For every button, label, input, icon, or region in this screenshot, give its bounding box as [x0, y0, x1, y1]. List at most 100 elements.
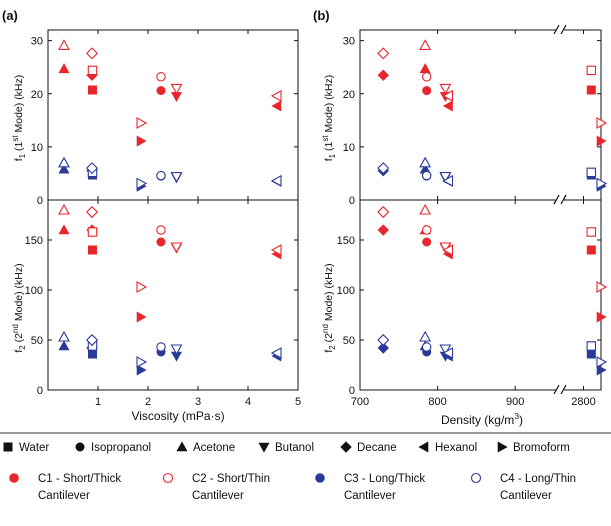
point-b-f2-c1-decane: [377, 224, 389, 236]
point-a-f2-c3-acetone: [58, 340, 70, 351]
legend-label-c3: C3 - Long/Thick: [344, 473, 425, 485]
point-b-f1-c2-decane: [377, 47, 390, 60]
point-a-f1-c2-water: [87, 65, 98, 76]
point-b-f2-c1-isopropanol: [422, 237, 432, 247]
point-a-f2-c2-water: [87, 227, 98, 237]
point-b-f1-c4-butanol: [439, 172, 452, 183]
point-a-f2-c2-bromoform: [136, 281, 148, 293]
point-b-f1-c2-isopropanol: [421, 72, 432, 82]
point-a-f1-c4-hexanol: [270, 174, 282, 187]
legend-marker-c3: [315, 473, 325, 483]
point-b-f2-c4-decane: [377, 334, 390, 347]
point-a-f2-c1-acetone: [58, 224, 70, 235]
legend-marker-acetone: [176, 441, 188, 452]
point-a-f1-c4-bromoform: [136, 177, 148, 190]
panel-a-f2-ytick-label: 100: [25, 285, 43, 297]
point-a-f1-c1-bromoform: [136, 135, 147, 147]
legend-label-c2: C2 - Short/Thin: [192, 473, 270, 485]
panel-a-x-axis-title: Viscosity (mPa·s): [131, 409, 224, 423]
legend-marker-decane: [340, 441, 352, 453]
point-a-f1-c2-acetone: [58, 39, 70, 50]
point-a-f2-c3-bromoform: [136, 364, 147, 376]
point-b-f2-c3-decane: [377, 342, 389, 354]
point-b-f2-c2-hexanol: [442, 244, 454, 256]
point-a-f1-c4-decane: [86, 162, 99, 175]
point-b-f1-c2-acetone: [419, 39, 432, 50]
point-b-f2-c2-water: [586, 227, 597, 237]
axis-break-mark: [553, 194, 560, 205]
legend-marker-water: [3, 442, 13, 452]
axis-break-mark: [560, 24, 567, 35]
point-b-f2-c3-bromoform: [596, 364, 607, 376]
point-a-f1-c1-isopropanol: [156, 86, 166, 96]
point-b-f2-c4-bromoform: [596, 356, 608, 368]
point-a-f1-c1-acetone: [58, 63, 70, 74]
point-a-f2-c4-acetone: [58, 330, 70, 342]
legend-label-c4: Cantilever: [500, 490, 552, 502]
panel-b-f1-ytick-label: 30: [343, 36, 355, 48]
panel-a-f1-ytick-label: 0: [37, 195, 43, 207]
point-b-f1-c4-bromoform: [596, 177, 608, 190]
point-b-f1-c4-acetone: [419, 156, 432, 168]
point-a-f1-c1-hexanol: [271, 100, 282, 112]
panel-a-xtick-label: 1: [95, 396, 101, 408]
point-a-f2-c2-acetone: [58, 203, 70, 215]
panel-a-f2-frame: [47, 199, 299, 391]
point-b-f1-c4-decane: [377, 162, 390, 175]
legend-marker-bromoform: [497, 441, 508, 453]
panel-a-f2-ytick-label: 150: [25, 235, 43, 247]
point-a-f1-c4-acetone: [58, 156, 70, 168]
point-b-f1-c2-water: [586, 65, 597, 76]
legend-marker-hexanol: [418, 441, 429, 453]
axis-break-gap: [556, 384, 565, 396]
legend-label-isopropanol: Isopropanol: [91, 442, 151, 454]
point-b-f2-c2-isopropanol: [421, 225, 432, 235]
legend-label-c1: C1 - Short/Thick: [38, 473, 121, 485]
point-b-f1-c1-hexanol: [442, 100, 453, 112]
panel-b-f2-ytick-label: 0: [349, 385, 355, 397]
point-a-f2-c4-hexanol: [270, 347, 282, 359]
point-b-f1-c4-water: [586, 167, 597, 178]
point-a-f1-c2-decane: [86, 47, 99, 60]
point-b-f1-c2-bromoform: [596, 116, 608, 129]
panel-b-f1-frame: [359, 29, 602, 201]
legend-marker-c2: [162, 472, 174, 484]
legend-label-c4: C4 - Long/Thin: [500, 473, 576, 485]
point-b-f2-c2-bromoform: [596, 281, 608, 293]
legend: Water Isopropanol Acetone Butanol Decane Hexa…: [3, 441, 576, 502]
panel-b-xtick-label: 2800: [571, 396, 595, 408]
panel-b-f2-ytick-label: 150: [337, 235, 355, 247]
panel-b-f1-ytick-label: 20: [343, 89, 355, 101]
point-a-f1-c4-butanol: [170, 172, 183, 183]
axis-break-mark: [553, 384, 560, 395]
panel-a-xtick-label: 4: [245, 396, 251, 408]
panel-a-f2-ytick-label: 0: [37, 385, 43, 397]
point-a-f2-c4-isopropanol: [156, 342, 166, 352]
legend-label-decane: Decane: [357, 442, 397, 454]
axis-break-gap: [556, 194, 565, 206]
point-a-f2-c4-decane: [86, 334, 99, 347]
point-b-f1-c1-bromoform: [596, 135, 607, 147]
panel-a-xtick-label: 2: [145, 396, 151, 408]
legend-label-acetone: Acetone: [193, 442, 235, 454]
point-a-f2-c2-isopropanol: [156, 225, 166, 235]
point-a-f1-c2-bromoform: [136, 116, 148, 129]
panel-b-xtick-label: 900: [506, 396, 524, 408]
panel-b-f2-frame: [359, 199, 602, 391]
legend-label-c2: Cantilever: [192, 490, 244, 502]
point-b-f2-c3-water: [586, 349, 596, 359]
legend-marker-butanol: [258, 442, 270, 453]
panel-b-xtick-label: 700: [351, 396, 369, 408]
point-b-f2-c4-butanol: [439, 344, 452, 356]
axis-break-mark: [553, 24, 560, 35]
point-a-f1-c1-water: [88, 85, 97, 95]
point-a-f2-c2-butanol: [170, 242, 183, 254]
point-b-f1-c2-butanol: [439, 83, 452, 95]
point-a-f2-c1-bromoform: [136, 311, 147, 323]
point-b-f1-c1-water: [586, 85, 596, 95]
panel-b-f1-axis-title: f1 (1st Mode) (kHz): [321, 75, 337, 162]
point-b-f1-c1-decane: [377, 69, 389, 81]
panel-a-plot-area: 0 10 20 30 0 50 100 150 1 2 3 4 5: [25, 29, 301, 408]
point-a-f1-c2-isopropanol: [156, 72, 166, 82]
panel-a-f1-axis-title: f1 (1st Mode) (kHz): [11, 75, 27, 162]
